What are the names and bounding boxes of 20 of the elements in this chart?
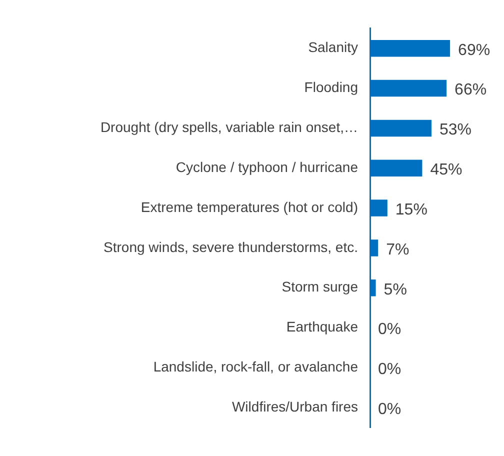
data-label: 5% — [384, 281, 407, 298]
data-label: 7% — [386, 241, 410, 258]
data-label: 0% — [378, 401, 402, 418]
y-tick-label: Cyclone / typhoon / hurricane — [176, 158, 358, 175]
y-tick-label: Landslide, rock-fall, or avalanche — [153, 358, 358, 375]
data-label: 0% — [378, 321, 402, 338]
data-label: 53% — [439, 122, 472, 139]
data-label: 15% — [395, 201, 428, 218]
data-label: 66% — [454, 82, 487, 99]
y-tick-label: Flooding — [304, 79, 358, 96]
y-tick-label: Drought (dry spells, variable rain onset,… — [100, 119, 358, 136]
y-tick-label: Earthquake — [286, 318, 358, 335]
data-label: 0% — [378, 361, 402, 378]
y-tick-label: Salanity — [308, 39, 358, 56]
data-label: 69% — [458, 42, 490, 59]
y-tick-label: Storm surge — [282, 278, 358, 295]
y-tick-label: Wildfires/Urban fires — [232, 398, 358, 414]
y-tick-label: Extreme temperatures (hot or cold) — [140, 198, 358, 215]
data-label: 45% — [430, 162, 462, 179]
y-tick-label: Strong winds, severe thunderstorms, etc. — [104, 238, 358, 255]
